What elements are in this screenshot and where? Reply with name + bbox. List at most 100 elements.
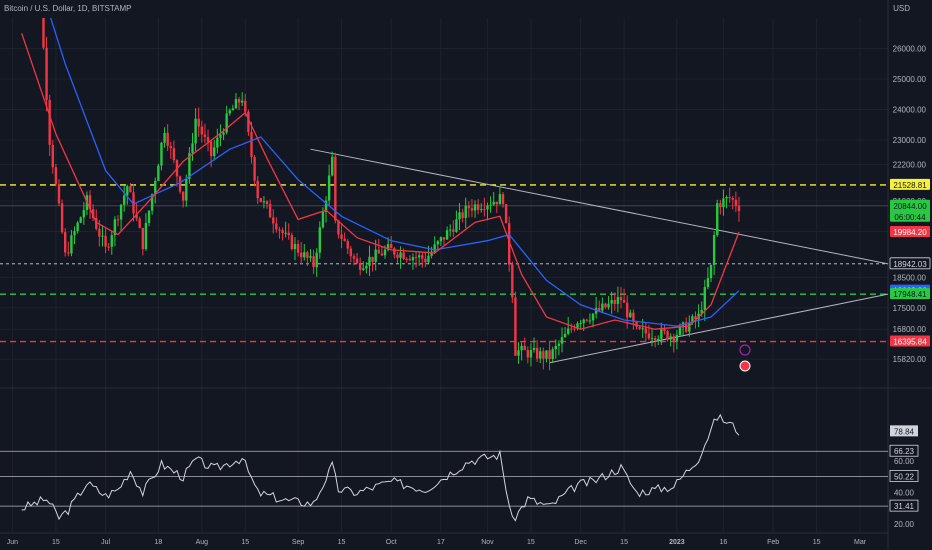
candle-body bbox=[638, 326, 641, 329]
time-tick-label: 15 bbox=[620, 539, 628, 546]
candle-body bbox=[222, 132, 225, 135]
candle-body bbox=[104, 235, 107, 247]
candle-body bbox=[107, 246, 110, 248]
candle-body bbox=[557, 343, 561, 346]
candle-body bbox=[73, 231, 76, 236]
candle-body bbox=[582, 319, 585, 324]
candle-body bbox=[653, 338, 657, 341]
candle-body bbox=[268, 204, 272, 218]
price-tag-label: 17948.41 bbox=[893, 290, 927, 299]
candle-body bbox=[312, 256, 315, 268]
candle-body bbox=[188, 153, 191, 179]
candle-body bbox=[352, 256, 356, 259]
candle-body bbox=[455, 219, 458, 232]
candle-body bbox=[250, 132, 253, 157]
candle-body bbox=[119, 204, 123, 220]
candle-body bbox=[393, 248, 396, 255]
candle-body bbox=[135, 213, 138, 219]
candle-body bbox=[483, 209, 486, 211]
rsi-tick-label: 20.00 bbox=[894, 520, 915, 529]
candle-body bbox=[160, 142, 163, 166]
candle-body bbox=[234, 99, 238, 109]
candle-body bbox=[408, 259, 412, 261]
price-tag-label: 21528.81 bbox=[893, 181, 927, 190]
candle-body bbox=[427, 255, 430, 263]
candle-body bbox=[278, 229, 281, 231]
candle-body bbox=[607, 303, 610, 308]
candle-body bbox=[514, 297, 517, 356]
candle-body bbox=[244, 100, 247, 112]
candle-body bbox=[722, 198, 725, 208]
rsi-tick-label: 60.00 bbox=[894, 457, 915, 466]
candle-body bbox=[386, 244, 390, 250]
price-tag bbox=[890, 226, 930, 238]
candle-body bbox=[716, 203, 719, 236]
candle-body bbox=[517, 350, 520, 356]
candle-body bbox=[650, 338, 654, 340]
price-tag bbox=[890, 335, 930, 347]
candle-body bbox=[526, 350, 530, 358]
candle-body bbox=[228, 110, 231, 114]
candles-group bbox=[21, 18, 741, 371]
price-tick-label: 25000.00 bbox=[893, 75, 927, 84]
candle-body bbox=[588, 320, 592, 322]
candle-body bbox=[60, 203, 64, 233]
candle-body bbox=[98, 228, 101, 237]
candle-body bbox=[719, 203, 722, 208]
candle-body bbox=[299, 252, 303, 258]
candle-body bbox=[110, 235, 113, 247]
candle-body bbox=[672, 336, 675, 342]
candle-body bbox=[498, 194, 502, 205]
candle-body bbox=[380, 253, 384, 256]
candle-body bbox=[576, 323, 579, 329]
candle-body bbox=[678, 325, 682, 335]
candle-body bbox=[579, 323, 582, 325]
candle-body bbox=[377, 249, 380, 254]
candle-body bbox=[303, 252, 306, 258]
candle-body bbox=[281, 230, 284, 234]
time-tick-label: 15 bbox=[527, 539, 535, 546]
candle-body bbox=[231, 108, 235, 111]
rsi-level-label: 50.22 bbox=[894, 472, 915, 481]
price-tick-label: 24000.00 bbox=[893, 106, 927, 115]
candle-body bbox=[54, 167, 58, 185]
candle-body bbox=[343, 238, 346, 241]
candle-body bbox=[113, 219, 117, 236]
candle-body bbox=[523, 345, 526, 351]
candle-body bbox=[473, 204, 477, 211]
candle-body bbox=[327, 175, 331, 201]
candle-body bbox=[57, 184, 61, 204]
candle-body bbox=[700, 309, 703, 314]
candle-body bbox=[709, 264, 713, 279]
candle-body bbox=[362, 268, 365, 270]
candle-body bbox=[511, 264, 514, 298]
candle-body bbox=[287, 232, 290, 235]
candle-body bbox=[501, 194, 505, 205]
price-tick-label: 15820.00 bbox=[893, 355, 927, 364]
candle-body bbox=[293, 243, 297, 250]
trendline bbox=[310, 148, 889, 265]
candle-body bbox=[79, 217, 82, 223]
candle-body bbox=[532, 347, 536, 351]
candle-body bbox=[464, 205, 467, 219]
candle-body bbox=[694, 316, 697, 320]
candle-body bbox=[560, 337, 564, 344]
candle-body bbox=[675, 334, 679, 342]
candle-body bbox=[324, 200, 328, 212]
event-marker-icon bbox=[739, 344, 751, 356]
candle-body bbox=[101, 235, 104, 237]
candle-body bbox=[520, 345, 523, 351]
candle-body bbox=[154, 180, 157, 195]
candle-body bbox=[566, 328, 570, 334]
candle-body bbox=[70, 235, 73, 254]
candle-body bbox=[141, 227, 145, 250]
candle-body bbox=[346, 240, 349, 249]
time-tick-label: Sep bbox=[292, 539, 305, 546]
candle-body bbox=[374, 249, 377, 262]
candle-body bbox=[573, 328, 576, 330]
candle-body bbox=[405, 258, 408, 260]
candle-body bbox=[436, 241, 439, 245]
candle-body bbox=[442, 237, 446, 240]
candle-body bbox=[181, 191, 185, 201]
